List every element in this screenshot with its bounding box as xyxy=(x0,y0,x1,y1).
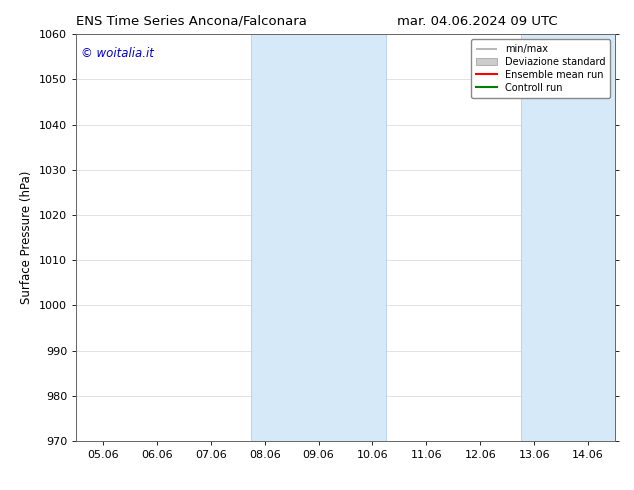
Y-axis label: Surface Pressure (hPa): Surface Pressure (hPa) xyxy=(20,171,34,304)
Legend: min/max, Deviazione standard, Ensemble mean run, Controll run: min/max, Deviazione standard, Ensemble m… xyxy=(470,39,610,98)
Bar xyxy=(251,34,386,441)
Text: © woitalia.it: © woitalia.it xyxy=(81,47,154,59)
Bar xyxy=(521,34,615,441)
Text: ENS Time Series Ancona/Falconara: ENS Time Series Ancona/Falconara xyxy=(76,15,307,28)
Text: mar. 04.06.2024 09 UTC: mar. 04.06.2024 09 UTC xyxy=(398,15,558,28)
